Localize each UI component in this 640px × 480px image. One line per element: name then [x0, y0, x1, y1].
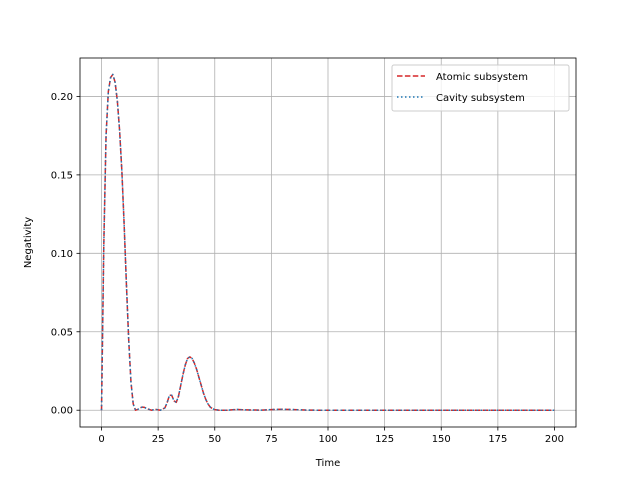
x-tick-label: 75 — [265, 434, 278, 445]
series-lines — [100, 73, 555, 411]
y-tick-label: 0.20 — [51, 92, 73, 103]
x-axis-ticks: 0 25 50 75 100 125 150 175 200 — [98, 427, 564, 445]
legend-label-atomic: Atomic subsystem — [436, 72, 528, 83]
x-tick-label: 150 — [432, 434, 451, 445]
y-axis-ticks: 0.00 0.05 0.10 0.15 0.20 — [51, 92, 80, 417]
x-tick-label: 125 — [375, 434, 394, 445]
x-tick-label: 200 — [545, 434, 564, 445]
legend-box — [391, 64, 570, 112]
x-tick-label: 175 — [488, 434, 507, 445]
x-tick-label: 25 — [152, 434, 165, 445]
y-tick-label: 0.15 — [51, 170, 73, 181]
grid — [80, 58, 576, 427]
legend-label-cavity: Cavity subsystem — [436, 93, 525, 104]
x-tick-label: 100 — [318, 434, 337, 445]
series-line-1 — [100, 73, 555, 411]
x-axis-label: Time — [315, 458, 340, 469]
x-tick-label: 0 — [98, 434, 104, 445]
legend: Atomic subsystem Cavity subsystem — [391, 64, 570, 112]
y-tick-label: 0.00 — [51, 406, 73, 417]
y-tick-label: 0.05 — [51, 327, 73, 338]
y-tick-label: 0.10 — [51, 249, 73, 260]
y-axis-label: Negativity — [23, 217, 34, 268]
x-tick-label: 50 — [208, 434, 221, 445]
plot-area: 0 25 50 75 100 125 150 175 200 0.000.050.100.150… — [51, 57, 577, 445]
